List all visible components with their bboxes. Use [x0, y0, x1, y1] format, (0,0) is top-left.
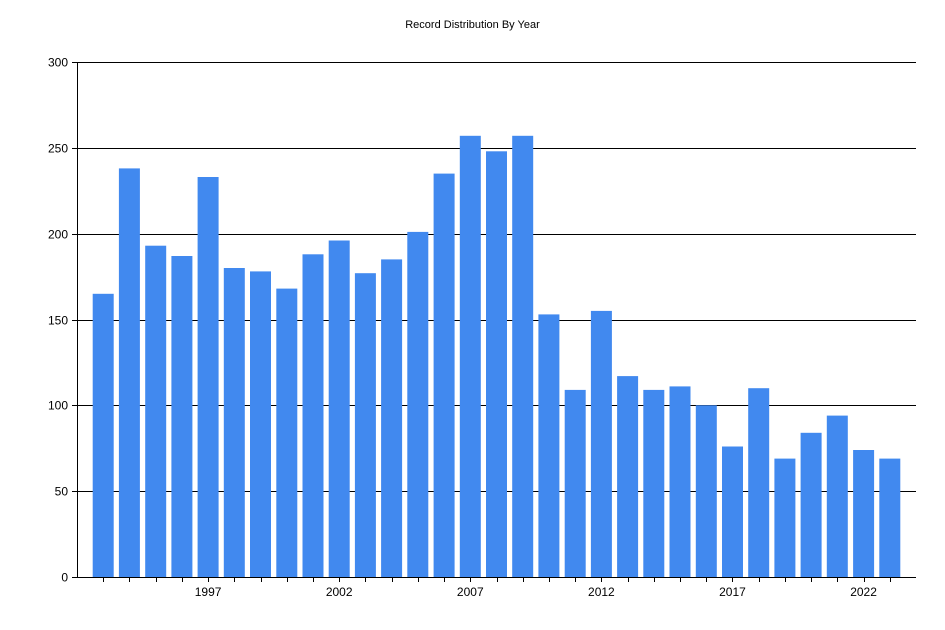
y-tick-label: 300	[48, 56, 68, 70]
bar	[486, 151, 507, 578]
x-tick-label: 2002	[326, 585, 353, 599]
bar	[197, 177, 219, 577]
x-tick-label: 2017	[719, 585, 746, 599]
bar	[302, 254, 324, 578]
bar	[512, 135, 534, 578]
bar	[774, 458, 796, 577]
bar	[118, 168, 140, 577]
bar	[748, 388, 770, 577]
bar	[695, 405, 717, 577]
bar	[669, 386, 691, 577]
bar	[223, 268, 245, 577]
bar	[564, 389, 586, 577]
chart-title: Record Distribution By Year	[405, 19, 540, 31]
bar	[459, 135, 481, 578]
bar	[826, 415, 848, 577]
bar	[276, 288, 298, 577]
bar	[354, 273, 376, 577]
bar	[538, 314, 560, 577]
bar	[800, 432, 822, 577]
bar	[617, 376, 639, 577]
bar	[590, 310, 612, 577]
bar	[879, 458, 901, 577]
bar	[381, 259, 403, 577]
bar	[722, 446, 743, 577]
x-tick-label: 2007	[457, 585, 484, 599]
y-tick-label: 100	[48, 399, 68, 413]
bar	[250, 271, 271, 577]
y-tick-label: 50	[55, 485, 69, 499]
y-tick-label: 250	[48, 142, 68, 156]
bar	[328, 240, 350, 577]
bar	[853, 450, 875, 577]
x-tick-label: 1997	[195, 585, 222, 599]
x-tick-label: 2022	[850, 585, 877, 599]
x-tick-label: 2012	[588, 585, 615, 599]
bar	[433, 173, 455, 577]
bar	[171, 256, 193, 577]
bar	[407, 231, 429, 577]
y-tick-label: 200	[48, 228, 68, 242]
y-tick-label: 150	[48, 314, 68, 328]
bar	[92, 293, 114, 578]
bar	[145, 245, 167, 577]
bar	[643, 389, 665, 577]
y-tick-label: 0	[61, 571, 68, 585]
